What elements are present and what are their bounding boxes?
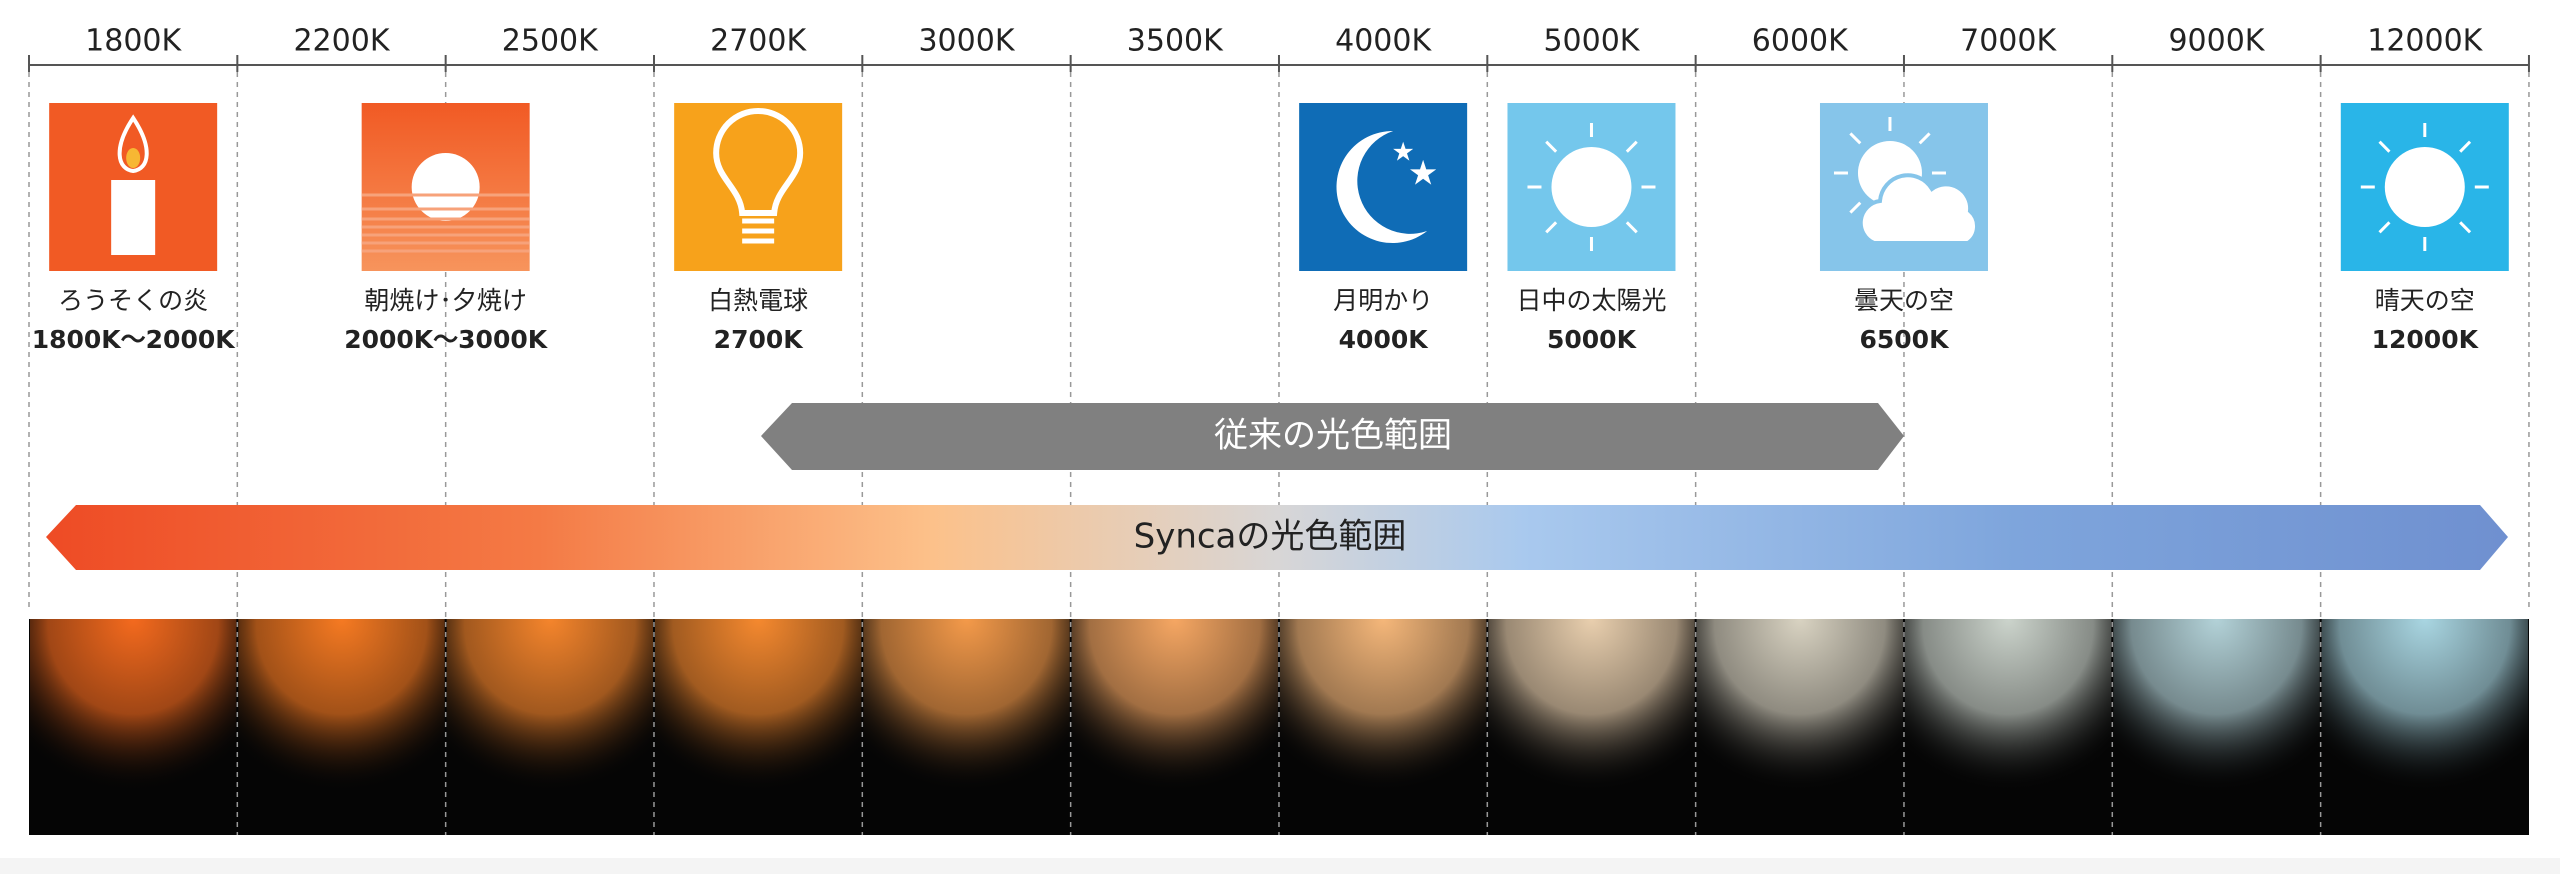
item-name: 月明かり (1333, 286, 1433, 315)
item-temp: 12000K (2372, 325, 2480, 354)
item-temp: 5000K (1547, 325, 1638, 354)
sun-ray (2459, 140, 2472, 153)
scale-label: 4000K (1335, 24, 1432, 59)
sunset-sun (411, 153, 480, 221)
bottom-margin (0, 858, 2560, 874)
star: ★ (1408, 154, 1438, 194)
item-temp: 1800K〜2000K (32, 325, 237, 354)
icon: ★★ (1299, 103, 1468, 271)
scale-label: 2700K (710, 24, 807, 59)
item-name: 日中の太陽光 (1516, 286, 1666, 315)
light-photo (654, 619, 862, 835)
item-temp: 6500K (1859, 325, 1950, 354)
scale-label: 3500K (1127, 24, 1224, 59)
scale-label: 5000K (1543, 24, 1640, 59)
synca-range-arrow (46, 505, 2508, 570)
icon-bg (1299, 103, 1468, 271)
icon (361, 103, 530, 271)
sun-ray (2378, 221, 2391, 234)
sun-ray (1849, 201, 1862, 214)
icon (674, 103, 843, 271)
light-photo (446, 619, 653, 835)
sun-ray (2378, 140, 2391, 153)
sun (1551, 147, 1632, 227)
sun-ray (1918, 132, 1931, 145)
icon (49, 103, 218, 271)
light-photo (1071, 619, 1278, 835)
scale-label: 12000K (2367, 24, 2483, 59)
icon (1819, 103, 1988, 271)
sun (2384, 147, 2465, 227)
moon (1336, 130, 1428, 243)
item-name: 曇天の空 (1854, 286, 1954, 315)
icon (2340, 103, 2509, 271)
scale-label: 2200K (293, 24, 390, 59)
item-name: 朝焼け･夕焼け (364, 286, 527, 315)
scale-label: 3000K (918, 24, 1015, 59)
sun-ray (1625, 140, 1638, 153)
light-photo (1279, 619, 1487, 835)
scale-label: 9000K (2168, 24, 2265, 59)
light-photo (2113, 619, 2320, 835)
conventional-range-label: 従来の光色範囲 (1214, 416, 1452, 456)
scale-label: 2500K (502, 24, 599, 59)
light-photo (1904, 619, 2112, 835)
light-photo (863, 619, 1070, 835)
sun-ray (1625, 221, 1638, 234)
light-photo (1696, 619, 1903, 835)
scale-label: 6000K (1752, 24, 1849, 59)
star: ★ (1391, 138, 1414, 168)
light-photo (30, 619, 237, 835)
item-temp: 4000K (1339, 325, 1430, 354)
conventional-range-arrow (761, 403, 1904, 470)
sun-ray (1545, 221, 1558, 234)
sun-ray (2459, 221, 2472, 234)
item-name: 白熱電球 (708, 286, 808, 315)
candle (111, 180, 156, 255)
light-photo (1488, 619, 1695, 835)
scale-label: 1800K (85, 24, 182, 59)
synca-range-label: Syncaの光色範囲 (1134, 517, 1407, 557)
light-photo (2321, 619, 2528, 835)
sun-ray (1849, 132, 1862, 145)
cloud (1858, 173, 1979, 245)
item-temp: 2700K (714, 325, 805, 354)
item-name: ろうそくの炎 (58, 286, 208, 315)
bulb (713, 108, 804, 216)
icon-bg (674, 103, 843, 271)
light-photo (238, 619, 445, 835)
scale-label: 7000K (1960, 24, 2057, 59)
sun-ray (1545, 140, 1558, 153)
item-temp: 2000K〜3000K (344, 325, 549, 354)
icon (1507, 103, 1676, 271)
flame (117, 114, 149, 174)
item-name: 晴天の空 (2375, 286, 2475, 315)
flame-core (126, 148, 141, 168)
